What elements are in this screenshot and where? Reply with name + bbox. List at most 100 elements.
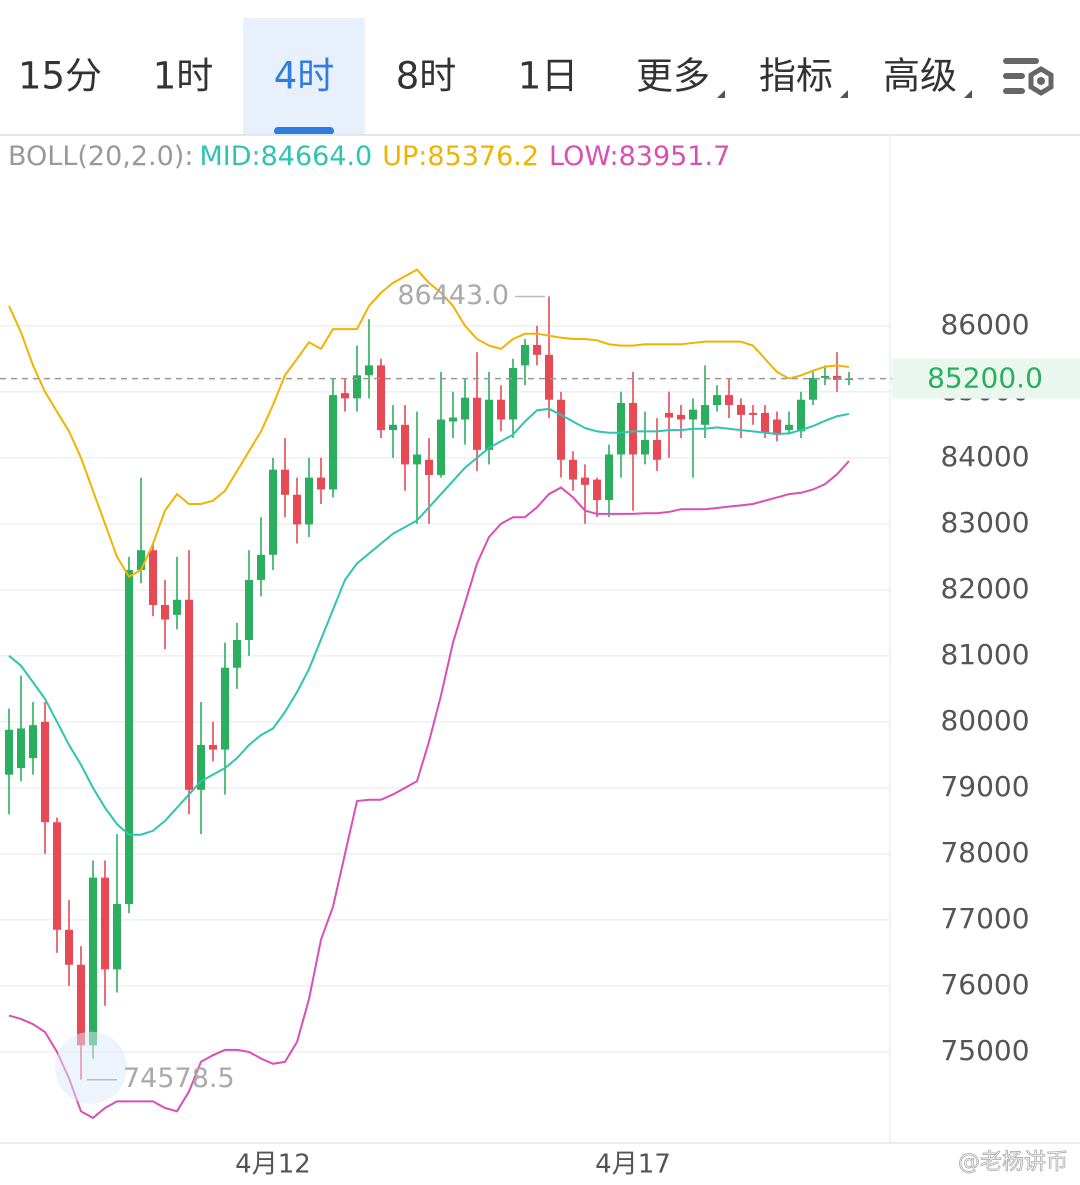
- candle-body: [41, 721, 49, 823]
- candle-body: [593, 479, 601, 501]
- candle-body: [245, 579, 253, 640]
- y-tick-label: 82000: [940, 572, 1029, 605]
- candle-body: [65, 929, 73, 965]
- tab[interactable]: 15分: [18, 55, 102, 98]
- candle-body: [5, 729, 13, 775]
- candle-body: [113, 904, 121, 970]
- candle-body: [77, 964, 85, 1046]
- dropdown-arrow: [840, 90, 848, 98]
- candle-body: [545, 354, 553, 400]
- active-tab-bg: [243, 18, 365, 135]
- candle-body: [341, 393, 349, 399]
- candle-body: [137, 550, 145, 571]
- boll-line: [8, 460, 850, 1120]
- y-tick-label: 86000: [940, 308, 1029, 341]
- candle-body: [269, 469, 277, 555]
- candle-body: [149, 550, 157, 606]
- candle-body: [713, 395, 721, 405]
- tab[interactable]: 4时: [274, 55, 335, 98]
- candle-body: [509, 368, 517, 420]
- tab[interactable]: 8时: [396, 55, 457, 98]
- y-tick-label: 83000: [940, 506, 1029, 539]
- dropdown-arrow: [964, 90, 972, 98]
- candle-body: [821, 375, 829, 378]
- candle-body: [209, 744, 217, 750]
- candle-body: [293, 494, 301, 525]
- candle-body: [653, 439, 661, 460]
- candle-body: [437, 419, 445, 475]
- candle-body: [89, 877, 97, 1046]
- candle-body: [389, 424, 397, 431]
- candle-body: [569, 459, 577, 480]
- candle-body: [185, 599, 193, 790]
- indicator-legend: BOLL(20,2.0): MID:84664.0 UP:85376.2 LOW:83…: [8, 141, 730, 172]
- candle-body: [497, 399, 505, 420]
- candle-body: [449, 417, 457, 422]
- high-label: 86443.0: [397, 280, 509, 311]
- candle-body: [605, 454, 613, 501]
- candle-body: [749, 412, 757, 415]
- dropdown-arrow: [717, 90, 725, 98]
- candle-body: [29, 725, 37, 759]
- candle-body: [689, 409, 697, 420]
- low-label: 74578.5: [123, 1063, 235, 1094]
- candle-body: [785, 424, 793, 431]
- candle-body: [761, 412, 769, 433]
- tab[interactable]: 1时: [153, 55, 214, 98]
- candle-body: [233, 639, 241, 668]
- expand-badge: [55, 1031, 127, 1104]
- boll-line: [8, 407, 850, 836]
- candle-body: [257, 554, 265, 580]
- x-tick-label: 4月12: [235, 1150, 311, 1180]
- candle-body: [581, 477, 589, 485]
- y-tick-label: 75000: [940, 1034, 1029, 1067]
- tab[interactable]: 1日: [518, 55, 579, 98]
- indicator-label: BOLL(20,2.0):: [8, 141, 193, 172]
- candle-body: [425, 459, 433, 475]
- candle-body: [737, 404, 745, 415]
- candle-body: [521, 344, 529, 366]
- candle-body: [797, 399, 805, 432]
- plot: 75000 76000 77000 78000 79000 80000 81000 82000…: [0, 268, 1080, 1180]
- tab[interactable]: 高级: [883, 55, 957, 98]
- candle-body: [617, 403, 625, 455]
- tab[interactable]: 指标: [759, 55, 833, 98]
- candle-body: [197, 744, 205, 790]
- active-tab-indicator: [274, 127, 334, 135]
- candle-body: [641, 439, 649, 455]
- watermark: @老杨讲币: [958, 1150, 1068, 1175]
- candle-body: [533, 344, 541, 355]
- candle-body: [665, 412, 673, 418]
- price-label: 85200.0: [927, 362, 1043, 395]
- legend-up: UP:85376.2: [382, 141, 539, 172]
- candle-body: [401, 424, 409, 465]
- candle-body: [629, 403, 637, 455]
- candle-body: [161, 605, 169, 620]
- y-tick-label: 78000: [940, 836, 1029, 869]
- candle-body: [701, 404, 709, 425]
- y-tick-label: 76000: [940, 968, 1029, 1001]
- candle-body: [53, 822, 61, 930]
- tab-bar: 15分 1时 4时 8时 1日 更多 指标 高级: [18, 18, 972, 135]
- candle-body: [809, 377, 817, 400]
- tab[interactable]: 更多: [636, 55, 710, 98]
- candle-body: [329, 395, 337, 490]
- y-tick-label: 81000: [940, 638, 1029, 671]
- candle-body: [377, 365, 385, 431]
- candle-body: [461, 397, 469, 420]
- settings-icon[interactable]: [1003, 58, 1054, 96]
- candle-body: [221, 667, 229, 750]
- y-tick-label: 79000: [940, 770, 1029, 803]
- candle-body: [317, 477, 325, 490]
- y-tick-label: 77000: [940, 902, 1029, 935]
- candle-body: [557, 399, 565, 460]
- candle-body: [101, 877, 109, 970]
- legend-low: LOW:83951.7: [549, 141, 730, 172]
- x-tick-label: 4月17: [595, 1150, 671, 1180]
- candle-body: [773, 419, 781, 435]
- legend-mid: MID:84664.0: [199, 141, 372, 172]
- boll-line: [8, 268, 850, 578]
- price-label-bg: [892, 358, 1080, 399]
